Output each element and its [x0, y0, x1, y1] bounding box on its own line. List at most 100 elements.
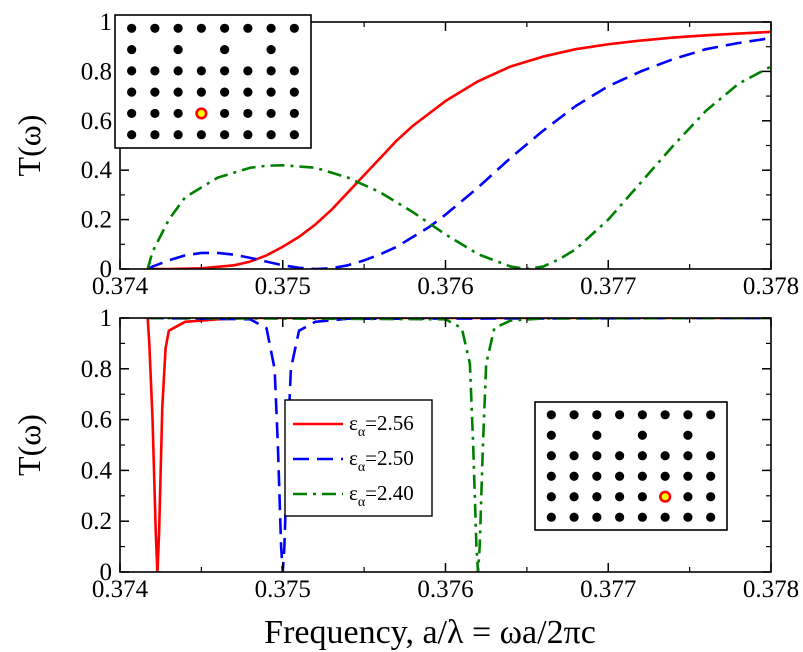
lattice-rod: [243, 130, 253, 140]
lattice-rod: [127, 66, 137, 76]
lattice-rod: [683, 410, 693, 420]
lattice-rod: [592, 471, 602, 481]
lattice-rod: [637, 430, 647, 440]
lattice-rod: [266, 130, 276, 140]
series-line-2: [147, 318, 771, 572]
lattice-rod: [569, 512, 579, 522]
lattice-rod: [592, 410, 602, 420]
lattice-rod: [683, 430, 693, 440]
x-tick-label: 0.374: [92, 273, 149, 300]
lattice-rod: [220, 130, 230, 140]
lattice-rod: [615, 471, 625, 481]
lattice-rod: [243, 108, 253, 119]
lattice-rod: [592, 430, 602, 440]
x-axis-label: Frequency, a/λ = ωa/2πc: [264, 614, 596, 651]
lattice-rod: [266, 87, 276, 97]
lattice-rod: [150, 23, 160, 33]
legend-label: εα=2.56: [349, 411, 414, 440]
y-tick-label: 0.6: [81, 407, 112, 434]
legend: εα=2.56 εα=2.50 εα=2.40: [284, 399, 433, 517]
lattice-rod: [706, 471, 716, 481]
lattice-rod: [615, 492, 625, 502]
lattice-rod: [546, 471, 556, 481]
lattice-rod: [637, 410, 647, 420]
x-tick-label: 0.376: [417, 273, 473, 300]
lattice-rod: [569, 451, 579, 461]
y-tick-label: 0: [100, 559, 113, 586]
lattice-rod: [683, 492, 693, 502]
lattice-rod: [683, 451, 693, 461]
lattice-rod: [546, 492, 556, 502]
lattice-rod: [150, 66, 160, 76]
y-tick-label: 0.8: [81, 356, 112, 383]
x-tick-label: 0.377: [580, 576, 636, 603]
lattice-rod: [289, 87, 299, 97]
lattice-rod: [289, 66, 299, 76]
lattice-rod: [266, 66, 276, 76]
y-axis-label: T(ω): [11, 414, 47, 476]
lattice-rod: [196, 66, 206, 76]
bottom-panel: 0.374 0.375 0.376 0.377 0.378 0 0.2 0.4 0.6 0.8 1 T…: [11, 305, 799, 603]
x-tick-label: 0.378: [743, 576, 799, 603]
y-tick-label: 0.8: [81, 58, 112, 85]
lattice-rod: [706, 492, 716, 502]
lattice-rod: [660, 410, 670, 420]
lattice-rod: [173, 23, 183, 33]
series-line-2: [147, 36, 771, 269]
lattice-rod: [266, 23, 276, 33]
lattice-rod: [196, 87, 206, 97]
lattice-rod: [220, 44, 230, 55]
lattice-rod: [127, 130, 137, 140]
lattice-rod: [637, 471, 647, 481]
lattice-rod: [569, 471, 579, 481]
lattice-rod: [660, 512, 670, 522]
lattice-rod: [243, 87, 253, 97]
lattice-rod: [150, 108, 160, 119]
lattice-rod: [706, 410, 716, 420]
lattice-rod: [592, 512, 602, 522]
legend-label: εα=2.50: [349, 446, 414, 475]
x-tick-label: 0.378: [743, 273, 799, 300]
lattice-rod: [592, 451, 602, 461]
legend-label: εα=2.40: [349, 481, 414, 510]
lattice-rod: [196, 23, 206, 33]
y-tick-label: 0.4: [81, 157, 113, 184]
y-axis-label: T(ω): [11, 115, 47, 177]
y-tick-label: 0.2: [81, 508, 112, 535]
lattice-rod: [683, 512, 693, 522]
lattice-rod: [220, 108, 230, 119]
lattice-rod: [127, 44, 137, 55]
lattice-rod: [173, 87, 183, 97]
lattice-rod: [569, 492, 579, 502]
y-tick-label: 1: [100, 9, 113, 36]
lattice-rod: [266, 44, 276, 55]
lattice-inset: [114, 14, 312, 149]
lattice-rod: [637, 451, 647, 461]
lattice-rod: [660, 451, 670, 461]
lattice-rod: [289, 23, 299, 33]
lattice-rod: [243, 66, 253, 76]
lattice-rod: [615, 410, 625, 420]
defect-rod: [659, 490, 672, 503]
lattice-rod: [220, 66, 230, 76]
y-tick-label: 0.4: [81, 457, 113, 484]
lattice-rod: [615, 512, 625, 522]
series-line-3: [147, 318, 771, 572]
lattice-rod: [289, 108, 299, 119]
lattice-rod: [637, 512, 647, 522]
lattice-rod: [220, 23, 230, 33]
lattice-rod: [127, 23, 137, 33]
defect-rod: [195, 107, 208, 120]
y-tick-label: 0: [100, 256, 113, 283]
lattice-rod: [660, 471, 670, 481]
lattice-rod: [173, 108, 183, 119]
lattice-rod: [173, 66, 183, 76]
x-tick-label: 0.375: [255, 273, 311, 300]
lattice-rod: [546, 451, 556, 461]
lattice-rod: [546, 430, 556, 440]
y-tick-label: 0.2: [81, 207, 112, 234]
lattice-rod: [546, 512, 556, 522]
lattice-rod: [173, 130, 183, 140]
x-tick-label: 0.374: [92, 576, 149, 603]
